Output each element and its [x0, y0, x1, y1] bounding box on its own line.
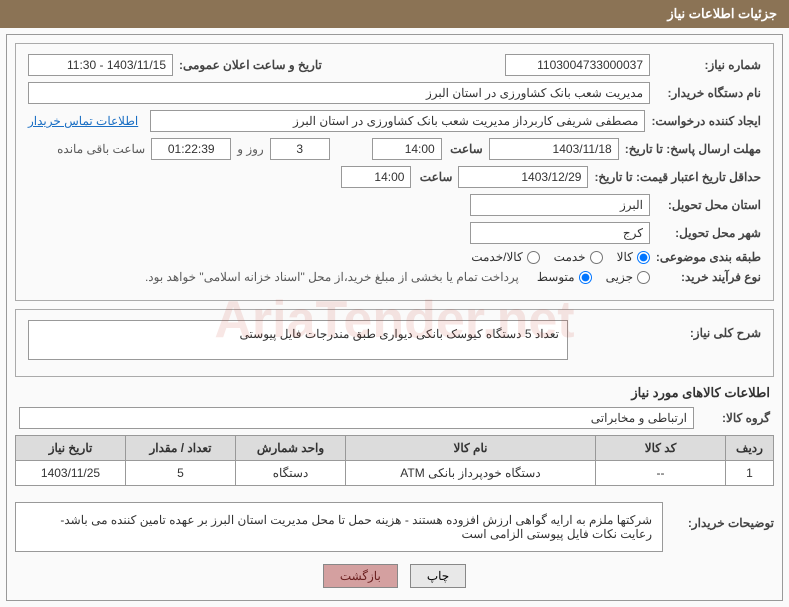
category-radio-1[interactable] — [590, 251, 603, 264]
contact-link[interactable]: اطلاعات تماس خریدار — [28, 114, 138, 128]
delivery-province-value: البرز — [470, 194, 650, 216]
panel-header: جزئیات اطلاعات نیاز — [0, 0, 789, 28]
remaining-days: 3 — [270, 138, 330, 160]
purchase-type-radio-1[interactable] — [579, 271, 592, 284]
validity-time: 14:00 — [341, 166, 411, 188]
purchase-type-info: پرداخت تمام یا بخشی از مبلغ خرید،از محل … — [145, 270, 519, 284]
purchase-type-option-0[interactable]: جزیی — [606, 270, 650, 284]
td-unit: دستگاه — [236, 461, 346, 486]
requester-value: مصطفی شریفی کاربرداز مدیریت شعب بانک کشا… — [150, 110, 645, 132]
goods-section-title: اطلاعات کالاهای مورد نیاز — [19, 385, 770, 401]
announce-date-label: تاریخ و ساعت اعلان عمومی: — [179, 58, 322, 72]
td-row: 1 — [726, 461, 774, 486]
category-label: طبقه بندی موضوعی: — [656, 250, 761, 264]
print-button[interactable]: چاپ — [410, 564, 466, 588]
category-radio-0[interactable] — [637, 251, 650, 264]
th-unit: واحد شمارش — [236, 436, 346, 461]
td-qty: 5 — [126, 461, 236, 486]
announce-date-value: 1403/11/15 - 11:30 — [28, 54, 173, 76]
goods-group-value: ارتباطی و مخابراتی — [19, 407, 694, 429]
category-option-0-label: کالا — [617, 250, 633, 264]
requester-label: ایجاد کننده درخواست: — [651, 114, 761, 128]
category-radio-group: کالا خدمت کالا/خدمت — [471, 250, 650, 264]
table-row: 1 -- دستگاه خودپرداز بانکی ATM دستگاه 5 … — [16, 461, 774, 486]
purchase-type-option-0-label: جزیی — [606, 270, 633, 284]
panel-title: جزئیات اطلاعات نیاز — [667, 6, 777, 21]
category-option-1-label: خدمت — [554, 250, 586, 264]
category-option-2-label: کالا/خدمت — [471, 250, 522, 264]
deadline-label: مهلت ارسال پاسخ: تا تاریخ: — [625, 142, 761, 156]
need-number-label: شماره نیاز: — [656, 58, 761, 72]
th-date: تاریخ نیاز — [16, 436, 126, 461]
goods-group-label: گروه کالا: — [700, 411, 770, 425]
table-header-row: ردیف کد کالا نام کالا واحد شمارش تعداد /… — [16, 436, 774, 461]
fieldset-desc: شرح کلی نیاز: تعداد 5 دستگاه کیوسک بانکی… — [15, 309, 774, 377]
deadline-date: 1403/11/18 — [489, 138, 619, 160]
buyer-notes-label: توضیحات خریدار: — [669, 516, 774, 530]
td-name: دستگاه خودپرداز بانکی ATM — [346, 461, 596, 486]
delivery-city-value: کرج — [470, 222, 650, 244]
delivery-city-label: شهر محل تحویل: — [656, 226, 761, 240]
th-qty: تعداد / مقدار — [126, 436, 236, 461]
purchase-type-label: نوع فرآیند خرید: — [656, 270, 761, 284]
remaining-suffix: ساعت باقی مانده — [57, 142, 145, 156]
deadline-time-label: ساعت — [448, 142, 483, 156]
remaining-days-label: روز و — [237, 142, 264, 156]
th-code: کد کالا — [596, 436, 726, 461]
category-option-0[interactable]: کالا — [617, 250, 650, 264]
content-panel: شماره نیاز: 1103004733000037 تاریخ و ساع… — [6, 34, 783, 601]
category-option-2[interactable]: کالا/خدمت — [471, 250, 539, 264]
th-name: نام کالا — [346, 436, 596, 461]
td-code: -- — [596, 461, 726, 486]
purchase-type-radio-0[interactable] — [637, 271, 650, 284]
deadline-time: 14:00 — [372, 138, 442, 160]
purchase-type-option-1[interactable]: متوسط — [537, 270, 592, 284]
delivery-province-label: استان محل تحویل: — [656, 198, 761, 212]
purchase-type-radio-group: جزیی متوسط — [537, 270, 650, 284]
general-desc-value: تعداد 5 دستگاه کیوسک بانکی دیواری طبق من… — [28, 320, 568, 360]
goods-table: ردیف کد کالا نام کالا واحد شمارش تعداد /… — [15, 435, 774, 486]
general-desc-label: شرح کلی نیاز: — [656, 326, 761, 340]
td-date: 1403/11/25 — [16, 461, 126, 486]
need-number-value: 1103004733000037 — [505, 54, 650, 76]
remaining-hms: 01:22:39 — [151, 138, 231, 160]
purchase-type-option-1-label: متوسط — [537, 270, 575, 284]
back-button[interactable]: بازگشت — [323, 564, 398, 588]
button-bar: چاپ بازگشت — [15, 564, 774, 588]
buyer-notes-value: شرکتها ملزم به ارایه گواهی ارزش افزوده ه… — [15, 502, 663, 552]
th-row: ردیف — [726, 436, 774, 461]
validity-date: 1403/12/29 — [458, 166, 588, 188]
category-radio-2[interactable] — [527, 251, 540, 264]
fieldset-main: شماره نیاز: 1103004733000037 تاریخ و ساع… — [15, 43, 774, 301]
category-option-1[interactable]: خدمت — [554, 250, 603, 264]
validity-label: حداقل تاریخ اعتبار قیمت: تا تاریخ: — [594, 170, 761, 184]
buyer-org-label: نام دستگاه خریدار: — [656, 86, 761, 100]
buyer-org-value: مدیریت شعب بانک کشاورزی در استان البرز — [28, 82, 650, 104]
validity-time-label: ساعت — [417, 170, 452, 184]
